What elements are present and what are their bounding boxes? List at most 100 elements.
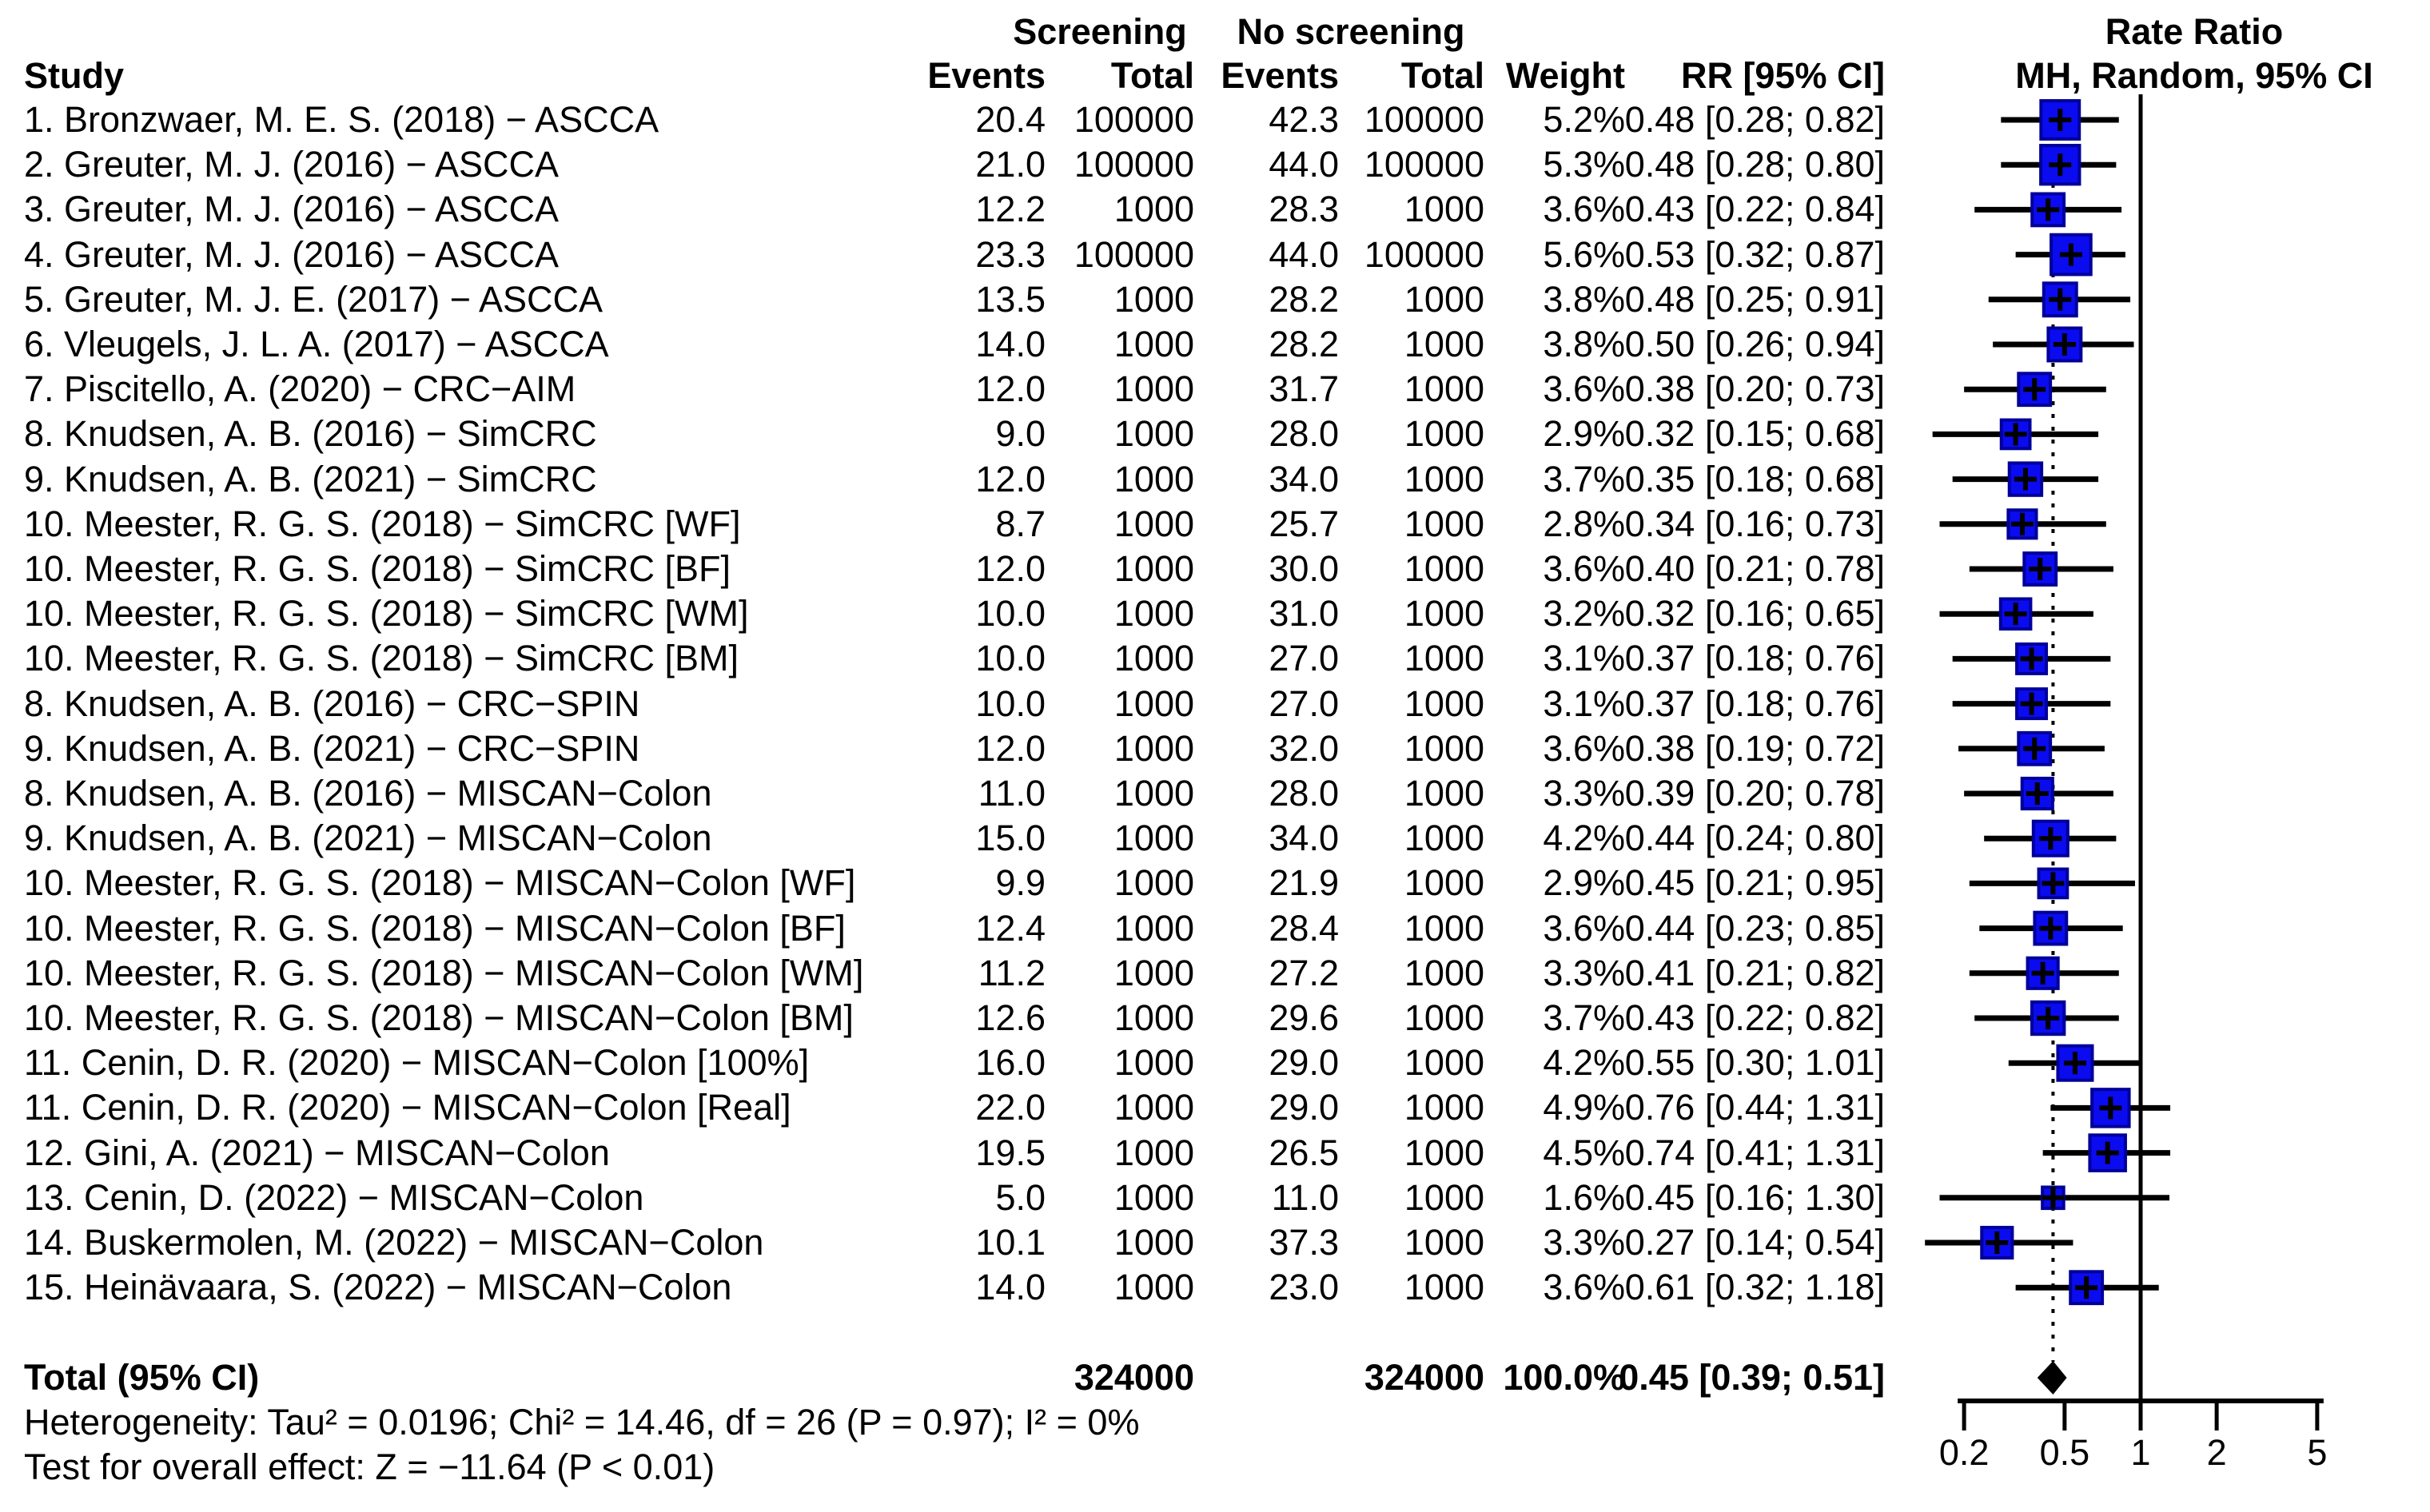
nos-events-cell: 31.7 bbox=[1269, 368, 1339, 410]
scr-total-cell: 1000 bbox=[1113, 413, 1194, 455]
weight-cell: 4.2% bbox=[1543, 818, 1625, 859]
rr-text-cell: 0.32 [0.15; 0.68] bbox=[1624, 413, 1885, 455]
nos-events-cell: 28.0 bbox=[1269, 413, 1339, 455]
scr-events-cell: 22.0 bbox=[975, 1087, 1046, 1128]
nos-events-cell: 29.0 bbox=[1269, 1042, 1339, 1084]
rr-text-cell: 0.55 [0.30; 1.01] bbox=[1624, 1042, 1885, 1084]
scr-events-cell: 12.0 bbox=[975, 368, 1046, 410]
scr-total-cell: 100000 bbox=[1074, 99, 1194, 140]
nos-total-cell: 1000 bbox=[1404, 862, 1484, 904]
scr-events-cell: 5.0 bbox=[995, 1176, 1046, 1218]
nos-total-cell: 1000 bbox=[1404, 773, 1484, 814]
scr-events-cell: 23.3 bbox=[975, 233, 1046, 275]
study-label: 10. Meester, R. G. S. (2018) − MISCAN−Co… bbox=[24, 907, 846, 949]
rr-text-cell: 0.76 [0.44; 1.31] bbox=[1624, 1087, 1885, 1128]
total-row-label: Total (95% CI) bbox=[24, 1357, 260, 1398]
scr-events-cell: 12.0 bbox=[975, 548, 1046, 589]
study-label: 2. Greuter, M. J. (2016) − ASCCA bbox=[24, 144, 560, 185]
rr-text-cell: 0.74 [0.41; 1.31] bbox=[1624, 1132, 1885, 1173]
study-column-header: Study bbox=[24, 55, 125, 96]
nos-total-cell: 1000 bbox=[1404, 324, 1484, 364]
nos-total-cell: 1000 bbox=[1404, 413, 1484, 455]
nos-events-cell: 28.4 bbox=[1269, 907, 1339, 949]
scr-total-cell: 1000 bbox=[1113, 1222, 1194, 1263]
study-label: 14. Buskermolen, M. (2022) − MISCAN−Colo… bbox=[24, 1222, 764, 1263]
rr-text-cell: 0.61 [0.32; 1.18] bbox=[1624, 1267, 1885, 1308]
weight-cell: 4.2% bbox=[1543, 1042, 1625, 1084]
scr-events-cell: 21.0 bbox=[975, 144, 1046, 185]
weight-cell: 3.8% bbox=[1543, 278, 1625, 320]
study-label: 11. Cenin, D. R. (2020) − MISCAN−Colon [… bbox=[24, 1087, 791, 1128]
weight-cell: 3.6% bbox=[1543, 907, 1625, 949]
scr-events-cell: 10.1 bbox=[975, 1222, 1046, 1263]
x-axis-tick-label: 2 bbox=[2207, 1432, 2227, 1473]
weight-cell: 3.6% bbox=[1543, 189, 1625, 230]
rr-text-cell: 0.41 [0.21; 0.82] bbox=[1624, 952, 1885, 993]
rr-text-cell: 0.39 [0.20; 0.78] bbox=[1624, 773, 1885, 814]
weight-cell: 3.7% bbox=[1543, 458, 1625, 499]
nos-events-cell: 29.0 bbox=[1269, 1087, 1339, 1128]
rr-text-cell: 0.37 [0.18; 0.76] bbox=[1624, 638, 1885, 679]
nos-total-cell: 1000 bbox=[1404, 818, 1484, 859]
plot-title-line1: Rate Ratio bbox=[2105, 11, 2284, 52]
scr-total-cell: 1000 bbox=[1113, 818, 1194, 859]
nos-events-cell: 11.0 bbox=[1271, 1176, 1339, 1218]
scr-events-cell: 10.0 bbox=[975, 682, 1046, 724]
rr-text-cell: 0.48 [0.28; 0.82] bbox=[1624, 99, 1885, 140]
scr-total-cell: 1000 bbox=[1113, 278, 1194, 320]
weight-cell: 3.2% bbox=[1543, 593, 1625, 635]
rr-text-cell: 0.53 [0.32; 0.87] bbox=[1624, 233, 1885, 275]
rr-text-cell: 0.38 [0.20; 0.73] bbox=[1624, 368, 1885, 410]
rr-text-cell: 0.48 [0.25; 0.91] bbox=[1624, 278, 1885, 320]
scr-total-cell: 1000 bbox=[1113, 189, 1194, 230]
summary-diamond bbox=[2037, 1361, 2067, 1395]
rr-text-cell: 0.45 [0.16; 1.30] bbox=[1624, 1176, 1885, 1218]
study-label: 12. Gini, A. (2021) − MISCAN−Colon bbox=[24, 1132, 610, 1173]
study-label: 10. Meester, R. G. S. (2018) − SimCRC [B… bbox=[24, 548, 731, 589]
study-label: 11. Cenin, D. R. (2020) − MISCAN−Colon [… bbox=[24, 1042, 810, 1084]
weight-cell: 5.3% bbox=[1543, 144, 1625, 185]
rr-text-cell: 0.43 [0.22; 0.84] bbox=[1624, 189, 1885, 230]
study-label: 1. Bronzwaer, M. E. S. (2018) − ASCCA bbox=[24, 99, 659, 140]
study-label: 8. Knudsen, A. B. (2016) − SimCRC bbox=[24, 413, 597, 455]
scr-total-cell: 1000 bbox=[1113, 368, 1194, 410]
nos-total-cell: 1000 bbox=[1404, 682, 1484, 724]
scr-total-cell: 1000 bbox=[1113, 727, 1194, 769]
scr-total-cell: 100000 bbox=[1074, 233, 1194, 275]
nos-total-cell: 1000 bbox=[1404, 503, 1484, 544]
nos-events-cell: 42.3 bbox=[1269, 99, 1339, 140]
scr-events-cell: 11.2 bbox=[978, 952, 1046, 993]
rr-text-cell: 0.35 [0.18; 0.68] bbox=[1624, 458, 1885, 499]
nos-events-cell: 28.0 bbox=[1269, 773, 1339, 814]
rr-text-cell: 0.37 [0.18; 0.76] bbox=[1624, 682, 1885, 724]
scr-total-cell: 1000 bbox=[1113, 1042, 1194, 1084]
scr-events-cell: 12.6 bbox=[975, 997, 1046, 1038]
x-axis-tick-label: 0.5 bbox=[2040, 1432, 2090, 1473]
nos-events-cell: 37.3 bbox=[1269, 1222, 1339, 1263]
nos-total-cell: 1000 bbox=[1404, 638, 1484, 679]
weight-cell: 3.8% bbox=[1543, 324, 1625, 364]
weight-cell: 1.6% bbox=[1543, 1176, 1625, 1218]
nos-total-cell: 1000 bbox=[1404, 952, 1484, 993]
scr-total-cell: 1000 bbox=[1113, 997, 1194, 1038]
scr-events-cell: 9.0 bbox=[995, 413, 1046, 455]
nos-events-cell: 29.6 bbox=[1269, 997, 1339, 1038]
nos-events-cell: 23.0 bbox=[1269, 1267, 1339, 1308]
nos-total-cell: 100000 bbox=[1364, 99, 1484, 140]
nos-events-cell: 27.0 bbox=[1269, 682, 1339, 724]
nos-total-cell: 1000 bbox=[1404, 1267, 1484, 1308]
scr-total-cell: 1000 bbox=[1113, 682, 1194, 724]
rr-text-cell: 0.50 [0.26; 0.94] bbox=[1624, 324, 1885, 364]
nos-total-cell: 1000 bbox=[1404, 458, 1484, 499]
nos-events-cell: 27.2 bbox=[1269, 952, 1339, 993]
overall-effect-note: Test for overall effect: Z = −11.64 (P <… bbox=[24, 1446, 715, 1487]
study-label: 5. Greuter, M. J. E. (2017) − ASCCA bbox=[24, 278, 604, 320]
weight-cell: 3.6% bbox=[1543, 548, 1625, 589]
weight-cell: 2.9% bbox=[1543, 862, 1625, 904]
rr-text-cell: 0.44 [0.23; 0.85] bbox=[1624, 907, 1885, 949]
nos-events-cell: 44.0 bbox=[1269, 144, 1339, 185]
nos-total-cell: 100000 bbox=[1364, 233, 1484, 275]
study-label: 8. Knudsen, A. B. (2016) − MISCAN−Colon bbox=[24, 773, 712, 814]
scr-total-cell: 1000 bbox=[1113, 548, 1194, 589]
